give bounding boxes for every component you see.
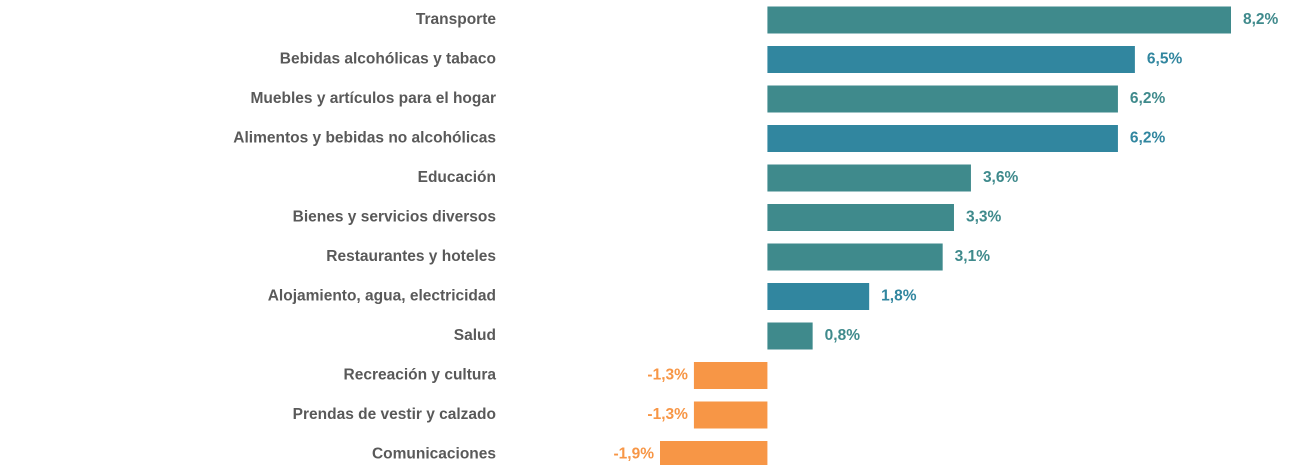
bar [767, 204, 954, 231]
value-label: 8,2% [1243, 11, 1279, 28]
category-label: Salud [454, 327, 496, 344]
category-label: Alojamiento, agua, electricidad [268, 288, 496, 305]
bar [767, 6, 1231, 34]
value-label: 6,2% [1130, 90, 1166, 107]
category-label: Educación [418, 169, 496, 186]
bar [693, 362, 768, 389]
value-label: 6,5% [1147, 51, 1183, 68]
category-label: Transporte [416, 11, 496, 28]
category-label: Bebidas alcohólicas y tabaco [280, 51, 496, 68]
bar [767, 125, 1118, 152]
category-label: Alimentos y bebidas no alcohólicas [233, 130, 496, 147]
bar [767, 85, 1118, 113]
category-label: Bienes y servicios diversos [293, 209, 496, 226]
value-label: 3,3% [966, 209, 1002, 226]
bar [767, 322, 813, 350]
value-label: -1,3% [647, 406, 688, 423]
bar [693, 401, 768, 429]
value-label: 6,2% [1130, 130, 1166, 147]
category-label: Restaurantes y hoteles [326, 248, 496, 265]
value-label: 0,8% [825, 327, 861, 344]
category-label: Prendas de vestir y calzado [293, 406, 496, 423]
bar [767, 46, 1135, 73]
bar [767, 164, 971, 192]
category-label: Comunicaciones [372, 446, 496, 463]
bar [660, 441, 768, 465]
value-label: 3,1% [955, 248, 991, 265]
bar [767, 243, 943, 271]
value-label: 1,8% [881, 288, 917, 305]
category-label: Muebles y artículos para el hogar [251, 90, 497, 107]
value-label: 3,6% [983, 169, 1019, 186]
value-label: -1,3% [647, 367, 688, 384]
value-label: -1,9% [614, 446, 655, 463]
category-label: Recreación y cultura [344, 367, 497, 384]
bar [767, 283, 870, 310]
